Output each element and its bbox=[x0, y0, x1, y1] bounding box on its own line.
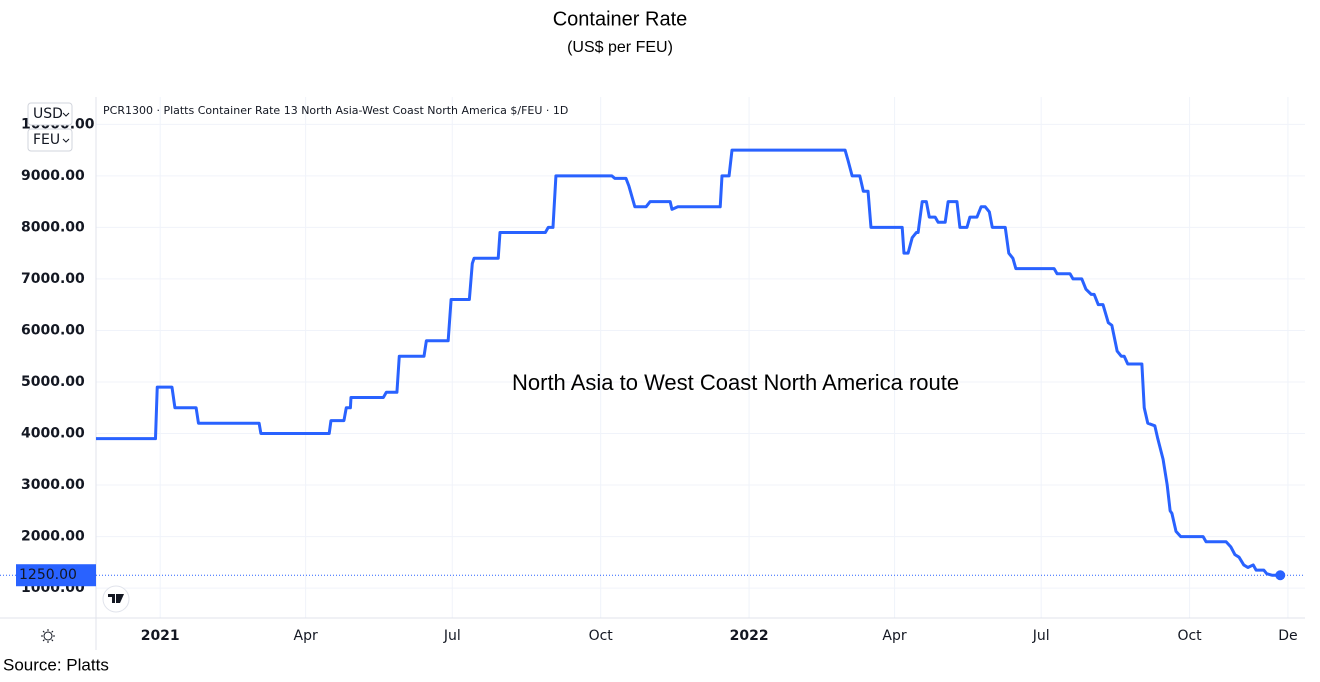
y-tick-label: 7000.00 bbox=[21, 271, 85, 287]
line bbox=[96, 148, 1281, 577]
x-tick-label: Apr bbox=[294, 628, 318, 644]
x-tick-label: De bbox=[1278, 628, 1297, 644]
dropdown-arrow bbox=[62, 112, 70, 117]
x-tick-label: 2022 bbox=[730, 628, 769, 644]
x-tick-label: Oct bbox=[1177, 628, 1202, 644]
x-tick-label: Apr bbox=[882, 628, 906, 644]
unit-label[interactable]: FEU bbox=[33, 132, 60, 148]
y-tick-label: 6000.00 bbox=[21, 322, 85, 338]
y-tick-label: 4000.00 bbox=[21, 426, 85, 442]
x-tick-label: Jul bbox=[443, 628, 461, 644]
unit-button[interactable] bbox=[27, 128, 73, 152]
annotation: North Asia to West Coast North America r… bbox=[512, 370, 959, 395]
x-tick-label: 2021 bbox=[141, 628, 180, 644]
last-value-badge bbox=[16, 564, 96, 587]
plot bbox=[96, 148, 1281, 577]
tv-logo bbox=[102, 585, 130, 613]
y-tick-label: 8000.00 bbox=[21, 219, 85, 235]
y-tick-label: 3000.00 bbox=[21, 477, 85, 493]
y-tick-label: 2000.00 bbox=[21, 529, 85, 545]
currency-button[interactable] bbox=[27, 102, 73, 126]
unit-selector[interactable]: USD FEU bbox=[27, 102, 73, 152]
chart-subtitle: (US$ per FEU) bbox=[567, 39, 673, 56]
y-tick-label: 9000.00 bbox=[21, 168, 85, 184]
x-tick-label: Jul bbox=[1032, 628, 1050, 644]
last-point bbox=[1275, 570, 1286, 581]
source: Source: Platts bbox=[3, 655, 109, 674]
last-value-label: 1250.00 bbox=[19, 567, 77, 583]
chart-title: Container Rate bbox=[553, 8, 688, 30]
dropdown-arrow bbox=[62, 138, 70, 143]
x-tick-label: Oct bbox=[589, 628, 614, 644]
grid bbox=[96, 97, 1305, 618]
y-tick-label: 5000.00 bbox=[21, 374, 85, 390]
settings-icon[interactable] bbox=[41, 629, 55, 643]
currency-label[interactable]: USD bbox=[33, 106, 63, 122]
series-legend: PCR1300 · Platts Container Rate 13 North… bbox=[103, 104, 568, 117]
